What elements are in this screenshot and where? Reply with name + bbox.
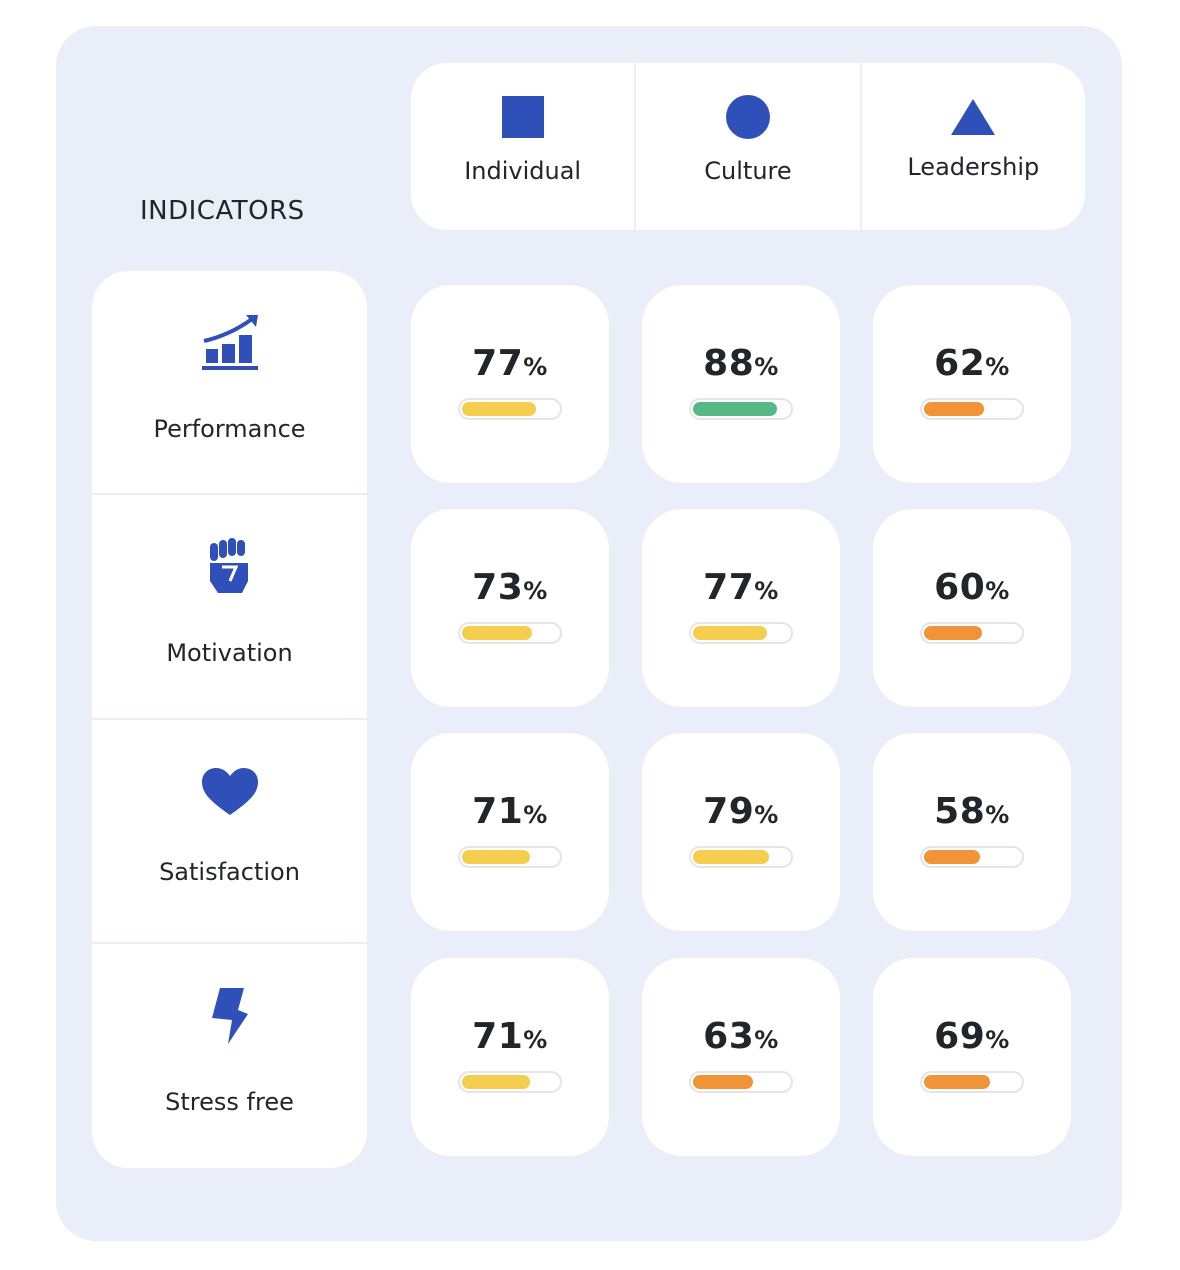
score-cell: 77%	[411, 285, 609, 483]
indicator-label: Performance	[153, 415, 306, 443]
score-bar	[458, 622, 562, 644]
indicator-stress-free: Stress free	[92, 944, 367, 1168]
score-bar-fill	[924, 626, 982, 640]
column-label: Individual	[464, 157, 582, 185]
score-value: 63%	[703, 1016, 779, 1057]
score-value: 77%	[703, 567, 779, 608]
score-value: 62%	[934, 343, 1010, 384]
score-bar	[689, 846, 793, 868]
score-cell: 58%	[873, 733, 1071, 931]
score-bar	[920, 398, 1024, 420]
score-bar	[689, 622, 793, 644]
score-cell: 88%	[642, 285, 840, 483]
indicator-label: Satisfaction	[159, 857, 300, 886]
score-bar-fill	[462, 1075, 531, 1089]
circle-icon	[725, 95, 770, 139]
column-individual: Individual	[411, 63, 637, 230]
score-value: 69%	[934, 1016, 1010, 1057]
score-bar	[920, 1071, 1024, 1093]
score-bar-fill	[924, 850, 980, 864]
score-bar	[458, 846, 562, 868]
score-bar	[689, 1071, 793, 1093]
score-value: 88%	[703, 343, 779, 384]
score-bar-fill	[462, 626, 533, 640]
score-bar	[458, 1071, 562, 1093]
score-bar-fill	[693, 402, 778, 416]
score-value: 58%	[934, 791, 1010, 832]
growth-chart-icon	[200, 311, 260, 375]
triangle-icon	[950, 95, 996, 139]
indicator-label: Stress free	[165, 1087, 294, 1116]
score-value: 71%	[472, 791, 548, 832]
indicator-motivation: Motivation	[92, 495, 367, 720]
score-cell: 71%	[411, 958, 609, 1156]
fist-icon	[208, 535, 252, 599]
score-bar-fill	[693, 626, 767, 640]
score-bar	[458, 398, 562, 420]
score-bar-fill	[462, 402, 536, 416]
score-cell: 62%	[873, 285, 1071, 483]
score-bar	[689, 398, 793, 420]
heart-icon	[200, 760, 260, 824]
score-cell: 63%	[642, 958, 840, 1156]
score-cell: 73%	[411, 509, 609, 707]
indicator-label: Motivation	[166, 639, 293, 668]
lightning-icon	[210, 984, 250, 1048]
column-label: Culture	[704, 157, 792, 185]
score-cell: 79%	[642, 733, 840, 931]
score-value: 77%	[472, 343, 548, 384]
score-cell: 71%	[411, 733, 609, 931]
score-bar-fill	[693, 850, 769, 864]
score-value: 73%	[472, 567, 548, 608]
score-bar	[920, 622, 1024, 644]
column-leadership: Leadership	[862, 63, 1085, 230]
score-bar-fill	[924, 402, 984, 416]
indicator-satisfaction: Satisfaction	[92, 720, 367, 944]
score-bar	[920, 846, 1024, 868]
score-cell: 69%	[873, 958, 1071, 1156]
score-cell: 77%	[642, 509, 840, 707]
indicators-heading: INDICATORS	[140, 196, 305, 226]
column-culture: Culture	[636, 63, 862, 230]
score-bar-fill	[462, 850, 531, 864]
score-bar-fill	[693, 1075, 754, 1089]
square-icon	[501, 95, 544, 139]
column-header: Individual Culture Leadership	[411, 63, 1085, 230]
score-cell: 60%	[873, 509, 1071, 707]
score-value: 79%	[703, 791, 779, 832]
score-bar-fill	[924, 1075, 991, 1089]
score-value: 60%	[934, 567, 1010, 608]
indicator-performance: Performance	[92, 271, 367, 496]
column-label: Leadership	[907, 153, 1040, 181]
score-value: 71%	[472, 1016, 548, 1057]
indicator-list: Performance Motivation Satisfaction Stre…	[92, 271, 367, 1168]
